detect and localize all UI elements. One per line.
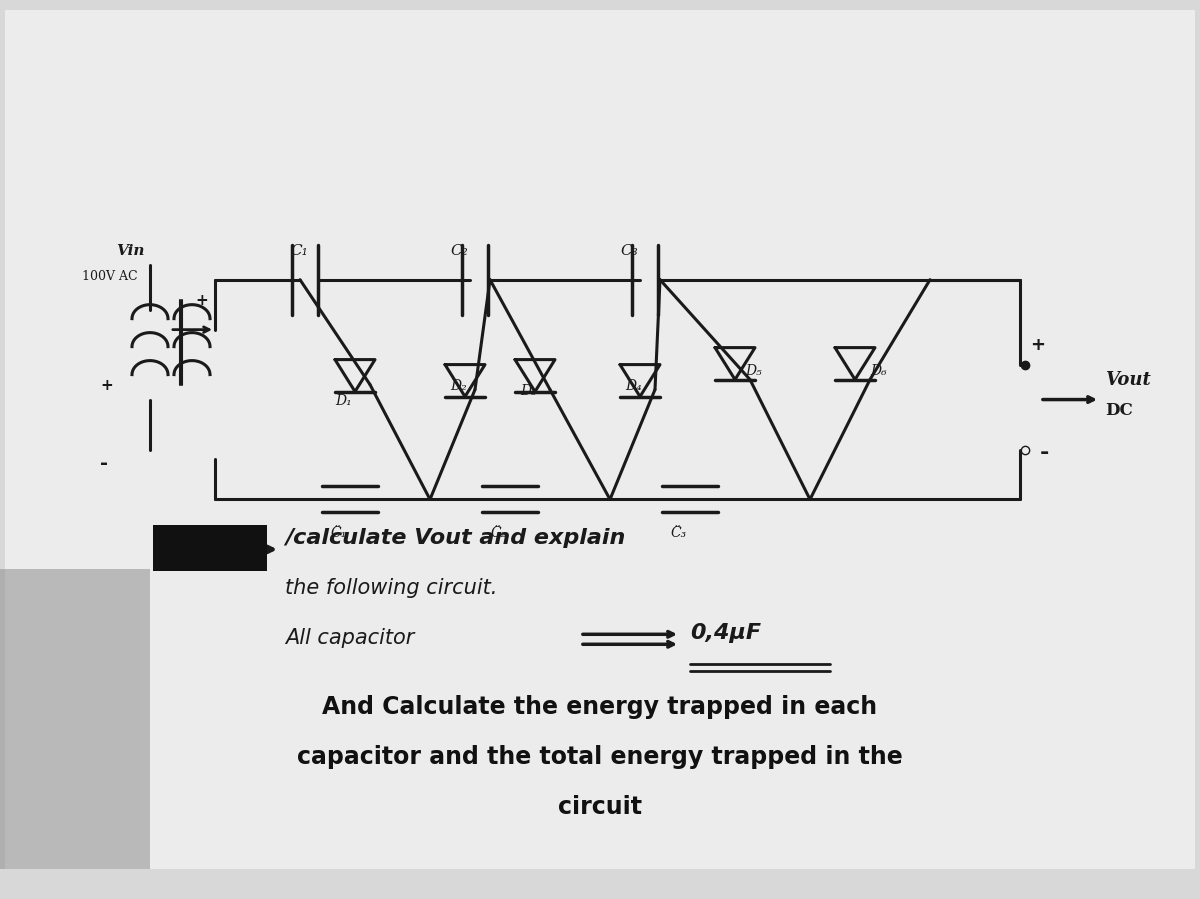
Text: C₃: C₃ bbox=[620, 244, 637, 258]
Text: D₃: D₃ bbox=[520, 384, 536, 397]
Text: DC: DC bbox=[1105, 402, 1133, 419]
Text: All capacitor: All capacitor bbox=[286, 628, 414, 648]
Text: C̈₃: C̈₃ bbox=[670, 527, 686, 540]
Text: Vin: Vin bbox=[115, 244, 144, 258]
Text: D₅: D₅ bbox=[745, 363, 762, 378]
Text: And Calculate the energy trapped in each: And Calculate the energy trapped in each bbox=[323, 695, 877, 719]
Text: D₄: D₄ bbox=[625, 378, 642, 393]
Text: 100V AC: 100V AC bbox=[82, 270, 138, 282]
Text: C₁: C₁ bbox=[290, 244, 307, 258]
Text: 0,4μF: 0,4μF bbox=[690, 623, 761, 644]
Text: C₂: C₂ bbox=[450, 244, 468, 258]
FancyBboxPatch shape bbox=[0, 569, 150, 869]
Text: -: - bbox=[1040, 443, 1049, 464]
Text: capacitor and the total energy trapped in the: capacitor and the total energy trapped i… bbox=[298, 745, 902, 770]
Text: D₂: D₂ bbox=[450, 378, 467, 393]
Text: circuit: circuit bbox=[558, 795, 642, 819]
Text: D₁: D₁ bbox=[335, 394, 352, 407]
Text: C̈₁: C̈₁ bbox=[330, 527, 347, 540]
FancyBboxPatch shape bbox=[5, 10, 1195, 869]
Text: +: + bbox=[194, 293, 208, 307]
Text: +: + bbox=[1030, 335, 1045, 353]
FancyBboxPatch shape bbox=[154, 525, 266, 572]
Text: C̈₂: C̈₂ bbox=[490, 527, 506, 540]
Text: +: + bbox=[100, 378, 113, 393]
Text: /calculate Vout and explain: /calculate Vout and explain bbox=[286, 529, 625, 548]
Text: Vout: Vout bbox=[1105, 370, 1151, 388]
Text: D₆: D₆ bbox=[870, 363, 887, 378]
Text: -: - bbox=[100, 455, 108, 474]
Text: the following circuit.: the following circuit. bbox=[286, 578, 497, 599]
